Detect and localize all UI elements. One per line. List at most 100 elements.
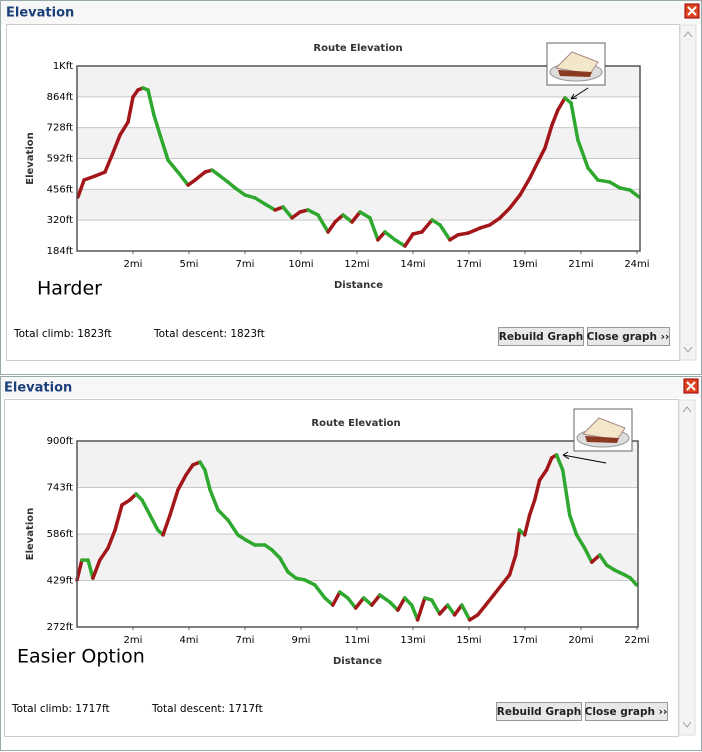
elevation-segment — [226, 518, 240, 537]
elevation-segment — [475, 603, 488, 617]
elevation-segment — [513, 528, 522, 557]
elevation-segment — [499, 573, 512, 587]
rebuild-button[interactable]: Rebuild Graph — [498, 327, 584, 346]
close-graph-button[interactable]: Close graph ›› — [585, 702, 668, 721]
y-tick-label: 743ft — [47, 483, 73, 494]
elevation-segment — [263, 202, 277, 212]
button-label[interactable]: Rebuild Graph — [497, 706, 581, 718]
x-tick-label: 9mi — [292, 635, 311, 646]
elevation-segment — [93, 170, 107, 178]
elevation-segment — [216, 508, 230, 522]
x-tick-label: 4mi — [180, 635, 199, 646]
elevation-segment — [278, 556, 290, 574]
x-tick-label: 5mi — [180, 259, 199, 270]
x-tick-label: 11mi — [344, 635, 369, 646]
elevation-segment — [544, 456, 554, 472]
elevation-segment — [396, 596, 407, 612]
elevation-segment — [313, 583, 327, 600]
elevation-segment — [331, 590, 342, 607]
y-tick-label: 184ft — [47, 246, 73, 257]
elevation-segment — [560, 468, 572, 517]
y-axis-label: Elevation — [25, 508, 36, 561]
total-descent: Total descent: 1823ft — [153, 328, 265, 340]
scrollbar[interactable] — [678, 399, 696, 736]
elevation-segment — [306, 208, 320, 217]
elevation-segment — [341, 213, 354, 224]
button-label[interactable]: Rebuild Graph — [499, 331, 583, 343]
arrow — [562, 451, 607, 464]
elevation-segment — [488, 216, 502, 227]
elevation-segment — [597, 553, 609, 567]
elevation-segment — [522, 513, 532, 537]
elevation-segment — [420, 218, 434, 234]
elevation-segment — [415, 596, 427, 622]
elevation-segment — [161, 513, 172, 537]
y-tick-label: 429ft — [47, 576, 73, 587]
close-button[interactable] — [683, 378, 699, 394]
elevation-segment — [378, 593, 392, 604]
elevation-segment — [550, 108, 560, 127]
elevation-segment — [368, 216, 380, 242]
elevation-segment — [176, 473, 188, 492]
grid-band — [77, 66, 640, 97]
elevation-segment — [168, 488, 180, 517]
button-label[interactable]: Close graph ›› — [587, 331, 670, 343]
elevation-segment — [98, 546, 110, 562]
x-tick-label: 13mi — [400, 635, 425, 646]
elevation-segment — [393, 238, 407, 248]
elevation-segment — [507, 553, 518, 577]
total-descent: Total descent: 1717ft — [151, 703, 263, 715]
elevation-segment — [576, 138, 590, 170]
elevation-segment — [158, 133, 170, 162]
elevation-segment — [596, 178, 612, 184]
elevation-segment — [528, 160, 540, 180]
elevation-segment — [437, 603, 450, 616]
elevation-segment — [628, 188, 641, 199]
rebuild-button[interactable]: Rebuild Graph — [496, 702, 582, 721]
x-axis-label: Distance — [334, 280, 383, 291]
scrollbar[interactable] — [679, 24, 697, 361]
elevation-segment — [270, 548, 282, 560]
elevation-segment — [333, 213, 345, 224]
y-tick-label: 456ft — [47, 184, 73, 195]
elevation-segment — [466, 226, 482, 235]
elevation-segment — [403, 232, 415, 248]
x-tick-label: 21mi — [568, 259, 593, 270]
elevation-segment — [118, 120, 130, 137]
elevation-segment — [491, 583, 504, 597]
elevation-segment — [483, 593, 496, 607]
elevation-segment — [184, 463, 195, 477]
button-label[interactable]: Close graph ›› — [585, 706, 668, 718]
elevation-segment — [281, 205, 294, 220]
elevation-segment — [556, 96, 567, 112]
plot-border — [76, 440, 639, 628]
elevation-segment — [628, 576, 639, 587]
elevation-segment — [376, 230, 387, 242]
x-axis-label: Distance — [333, 656, 382, 667]
elevation-segment — [612, 568, 627, 577]
close-button[interactable] — [684, 3, 700, 19]
elevation-segment — [445, 603, 457, 617]
elevation-segment — [146, 88, 156, 117]
elevation-segment — [608, 180, 622, 190]
x-tick-label: 12mi — [344, 259, 369, 270]
y-axis-label: Elevation — [25, 132, 36, 185]
elevation-segment — [113, 503, 124, 532]
y-tick-label: 864ft — [47, 92, 73, 103]
elevation-segment — [358, 210, 372, 220]
elevation-segment — [508, 193, 522, 210]
elevation-segment — [586, 166, 600, 182]
elevation-segment — [126, 95, 135, 124]
grid-band — [77, 534, 638, 581]
elevation-segment — [567, 513, 579, 537]
y-tick-label: 272ft — [47, 622, 73, 633]
elevation-segment — [353, 596, 366, 610]
window-title: Elevation — [6, 6, 74, 21]
x-tick-label: 17mi — [512, 635, 537, 646]
x-tick-label: 2mi — [124, 635, 143, 646]
y-tick-label: 320ft — [47, 215, 73, 226]
elevation-segment — [140, 498, 152, 517]
elevation-segment — [110, 133, 122, 157]
close-graph-button[interactable]: Close graph ›› — [587, 327, 670, 346]
